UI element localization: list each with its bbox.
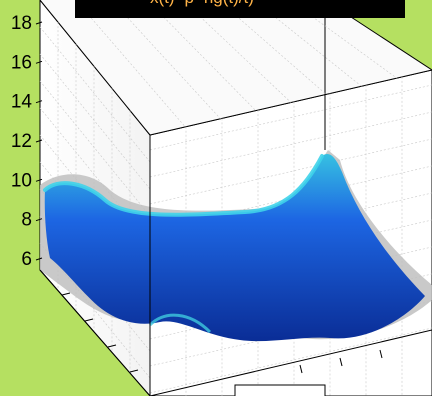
- z-tick-mark: [35, 21, 43, 25]
- z-tick-label: 14: [11, 92, 33, 113]
- box-edge: [149, 329, 432, 396]
- grid-line: [253, 0, 362, 87]
- grid-line: [111, 0, 221, 119]
- surface-highlight: [148, 313, 212, 334]
- grid-line: [149, 327, 432, 394]
- grid-line: [149, 138, 432, 205]
- grid-line: [39, 26, 151, 163]
- z-tick-label: 6: [21, 249, 32, 270]
- z-tick-mark: [35, 139, 43, 143]
- title-bar: [75, 0, 405, 18]
- z-tick-mark: [35, 100, 43, 104]
- z-tick-mark: [35, 218, 43, 222]
- surface-highlight: [43, 154, 324, 217]
- z-tick-label: 10: [11, 170, 32, 191]
- legend-box: [234, 384, 326, 396]
- z-axis: 6 8 10 12 14 16 18: [11, 13, 43, 270]
- plot-title: x(t)=p=ng(t)/t): [150, 0, 254, 8]
- grid-line: [149, 111, 432, 178]
- grid-line: [39, 80, 151, 217]
- floor-ticks: [61, 292, 383, 374]
- z-tick-label: 16: [11, 52, 32, 73]
- z-tick-label: 8: [21, 210, 32, 231]
- z-tick-mark: [35, 257, 43, 261]
- z-tick-label: 12: [11, 131, 32, 152]
- grid-line: [146, 0, 256, 111]
- box-edge: [39, 269, 151, 396]
- z-tick-label: 18: [11, 13, 32, 34]
- grid-line: [39, 53, 151, 190]
- grid-line: [149, 84, 432, 151]
- box-edge: [39, 0, 151, 136]
- surface-mesh: [44, 153, 425, 342]
- top-face: [40, 0, 432, 135]
- z-tick-mark: [35, 60, 43, 64]
- z-tick-mark: [35, 178, 43, 182]
